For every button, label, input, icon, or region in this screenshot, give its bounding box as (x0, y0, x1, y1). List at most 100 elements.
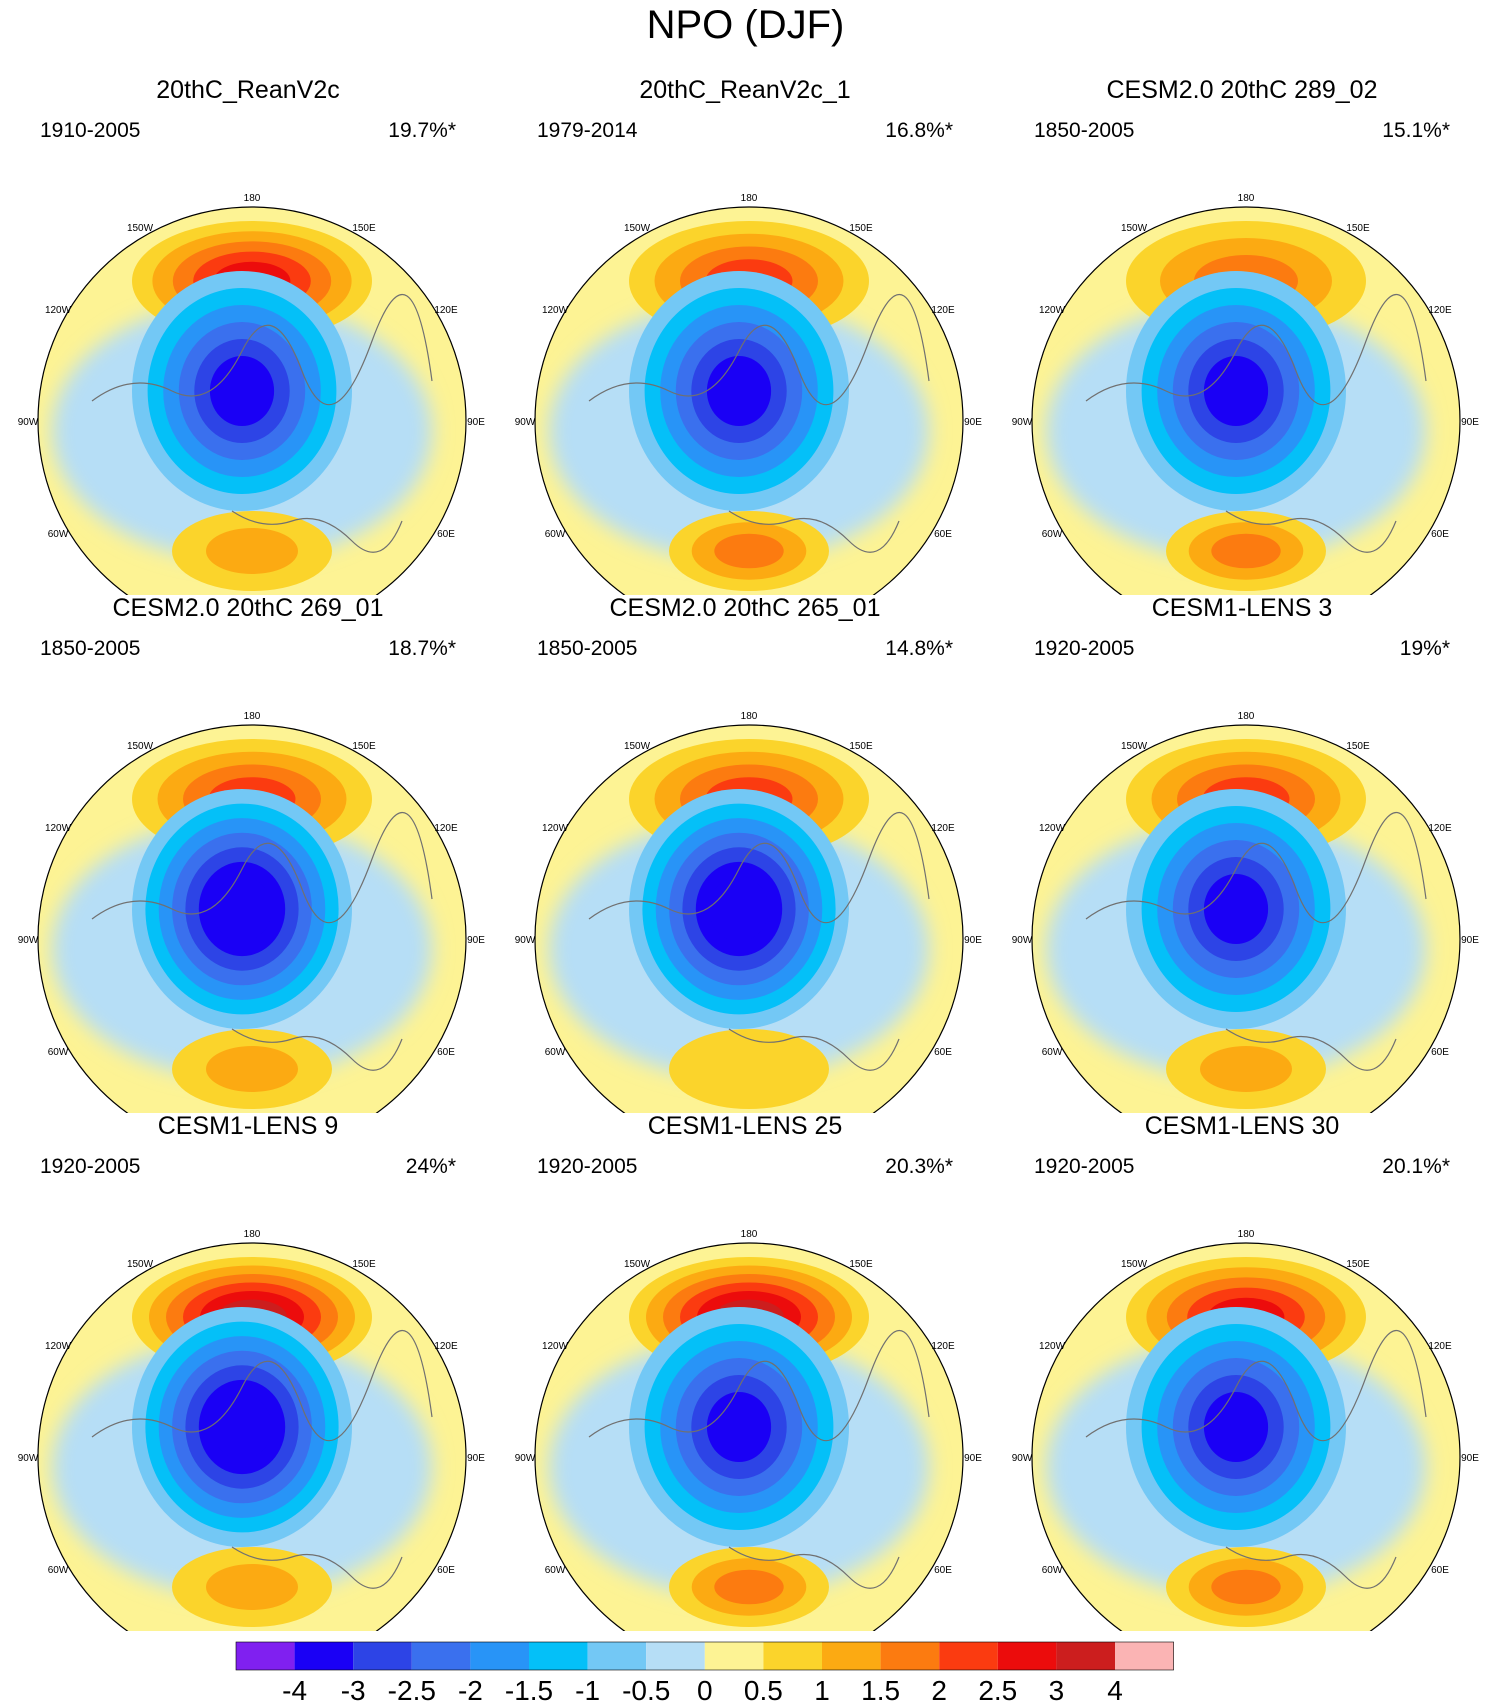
atlantic-high-contour (1211, 533, 1281, 569)
longitude-label: 90E (1461, 417, 1479, 428)
colorbar-swatch (411, 1642, 471, 1670)
atlantic-high-contour (669, 1029, 829, 1109)
colorbar-swatch (294, 1642, 354, 1670)
longitude-label: 120E (434, 823, 458, 834)
map-border (37, 724, 467, 1113)
longitude-label: 150E (1346, 1259, 1370, 1270)
polar-map: 180150E120E90E60E30E030W60W90W120W150W (18, 711, 485, 1113)
colorbar-swatch (763, 1642, 822, 1670)
longitude-label: 120E (434, 305, 458, 316)
colorbar-label: -1 (575, 1675, 600, 1705)
longitude-label: 150W (624, 1259, 651, 1270)
polar-map: 180150E120E90E60E30E030W60W90W120W150W (1012, 711, 1479, 1113)
longitude-label: 180 (1238, 711, 1255, 722)
colorbar-swatch (236, 1642, 295, 1670)
longitude-label: 90E (1461, 935, 1479, 946)
panel-title: CESM2.0 20thC 289_02 (1106, 76, 1378, 104)
panel-variance: 24%* (405, 1155, 456, 1178)
coastline (588, 812, 930, 1071)
longitude-label: 180 (1238, 1229, 1255, 1240)
longitude-label: 150E (1346, 223, 1370, 234)
longitude-label: 120W (1039, 823, 1066, 834)
panel-variance: 15.1%* (1382, 119, 1450, 142)
atlantic-high-contour (714, 1569, 784, 1605)
coastline (1085, 294, 1427, 553)
coastline (588, 294, 930, 553)
panel-variance: 14.8%* (885, 637, 953, 660)
atlantic-high-contour (1211, 1569, 1281, 1605)
map-border (534, 1242, 964, 1631)
panel-period: 1920-2005 (1034, 637, 1135, 660)
colorbar-swatch (529, 1642, 588, 1670)
longitude-label: 60E (1431, 529, 1449, 540)
atlantic-high-contour (206, 528, 298, 574)
longitude-label: 90W (18, 1453, 39, 1464)
longitude-label: 180 (741, 1229, 758, 1240)
colorbar-label: 2 (931, 1675, 947, 1705)
longitude-label: 150W (127, 223, 154, 234)
polar-map: 180150E120E90E60E30E030W60W90W120W150W (1012, 1229, 1479, 1631)
map-panel: CESM2.0 20thC 269_01 1850-2005 18.7%* 180 15… (0, 593, 496, 1113)
map-border (37, 1242, 467, 1631)
atlantic-high-contour (714, 533, 784, 569)
longitude-label: 120W (542, 305, 569, 316)
longitude-label: 150E (352, 741, 376, 752)
colorbar-frame (235, 1641, 1174, 1671)
longitude-label: 180 (244, 711, 261, 722)
map-panel: CESM2.0 20thC 289_02 1850-2005 15.1%* 180 15… (994, 75, 1490, 595)
arctic-low-contour (706, 1392, 772, 1462)
arctic-low-contour (1203, 1392, 1269, 1462)
longitude-label: 150E (849, 223, 873, 234)
colorbar-label: -0.5 (622, 1675, 670, 1705)
panel-variance: 19.7%* (388, 119, 456, 142)
longitude-label: 60W (1042, 1565, 1063, 1576)
arctic-low-contour (212, 876, 272, 942)
figure-title: NPO (DJF) (646, 3, 845, 47)
longitude-label: 150W (1121, 223, 1148, 234)
panel-period: 1920-2005 (40, 1155, 141, 1178)
longitude-label: 60E (934, 1047, 952, 1058)
coastline (91, 294, 433, 553)
polar-map: 180150E120E90E60E30E030W60W90W120W150W (1012, 193, 1479, 595)
longitude-label: 90E (467, 1453, 485, 1464)
longitude-label: 90E (1461, 1453, 1479, 1464)
panel-variance: 20.1%* (1382, 1155, 1450, 1178)
panel-period: 1850-2005 (1034, 119, 1135, 142)
coastline (588, 1330, 930, 1589)
colorbar-swatch (822, 1642, 881, 1670)
colorbar-label: 1.5 (861, 1675, 900, 1705)
coastline (1085, 812, 1427, 1071)
panel-variance: 19%* (1399, 637, 1450, 660)
longitude-label: 120E (931, 305, 955, 316)
longitude-label: 90E (964, 1453, 982, 1464)
longitude-label: 150E (352, 1259, 376, 1270)
longitude-label: 90W (515, 935, 536, 946)
colorbar-swatch (353, 1642, 412, 1670)
longitude-label: 60E (437, 529, 455, 540)
longitude-label: 90E (964, 935, 982, 946)
colorbar-label: 3 (1049, 1675, 1065, 1705)
longitude-label: 60E (1431, 1047, 1449, 1058)
panel-title: CESM1-LENS 25 (647, 1112, 843, 1140)
longitude-label: 60E (437, 1047, 455, 1058)
longitude-label: 90W (1012, 417, 1033, 428)
longitude-label: 90E (964, 417, 982, 428)
colorbar-swatch (704, 1642, 764, 1670)
arctic-low-contour (709, 876, 769, 942)
longitude-label: 150W (1121, 741, 1148, 752)
longitude-label: 120W (542, 1341, 569, 1352)
longitude-label: 120W (45, 823, 72, 834)
map-border (1031, 1242, 1461, 1631)
colorbar: -4 -3 -2.5 -2 -1.5 -1 -0.5 0 0.5 1 1.5 2 2.5 3 4 (235, 1641, 1174, 1705)
colorbar-label: 4 (1107, 1675, 1123, 1705)
map-border (534, 206, 964, 595)
polar-map: 180150E120E90E60E30E030W60W90W120W150W (18, 193, 485, 595)
coastline (1085, 1330, 1427, 1589)
longitude-label: 150W (127, 741, 154, 752)
longitude-label: 60W (1042, 529, 1063, 540)
longitude-label: 60W (48, 1565, 69, 1576)
longitude-label: 60E (437, 1565, 455, 1576)
arctic-low-contour (1203, 874, 1269, 944)
map-border (534, 724, 964, 1113)
longitude-label: 60W (545, 1047, 566, 1058)
